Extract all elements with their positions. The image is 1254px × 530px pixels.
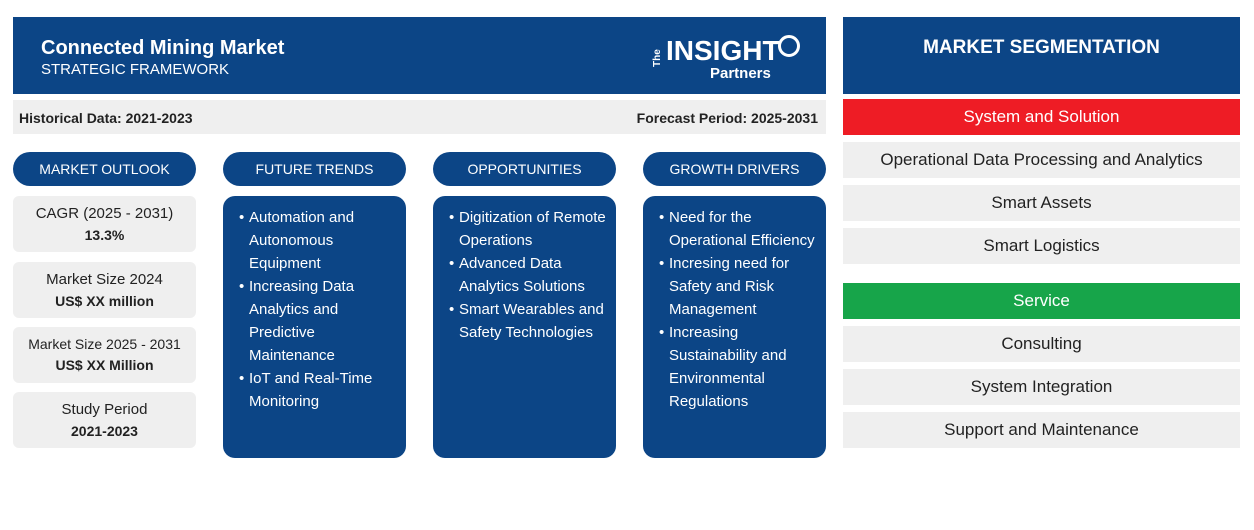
list-item: IoT and Real-Time Monitoring [239,367,396,413]
list-item: Smart Wearables and Safety Technologies [449,298,606,344]
opportunities-panel: Digitization of Remote Operations Advanc… [433,196,616,458]
stat-market-size-forecast: Market Size 2025 - 2031 US$ XX Million [13,327,196,383]
growth-drivers-panel: Need for the Operational Efficiency Incr… [643,196,826,458]
list-item: Advanced Data Analytics Solutions [449,252,606,298]
stat-value: 2021-2023 [71,423,138,439]
future-trends-header: FUTURE TRENDS [223,152,406,186]
logo-ring-icon [778,35,800,57]
historical-data: Historical Data: 2021-2023 [19,110,193,126]
list-item: Increasing Data Analytics and Predictive… [239,275,396,367]
list-item: Automation and Autonomous Equipment [239,206,396,275]
header-banner: Connected Mining Market STRATEGIC FRAMEW… [13,17,826,94]
segment-category-service: Service [843,283,1240,319]
segment-item: Support and Maintenance [843,412,1240,448]
page-title: Connected Mining Market [41,37,285,59]
stat-market-size-2024: Market Size 2024 US$ XX million [13,262,196,318]
segment-item: Smart Logistics [843,228,1240,264]
stat-label: CAGR (2025 - 2031) [35,205,174,222]
stat-value: 13.3% [84,227,125,243]
list-item: Increasing Sustainability and Environmen… [659,321,816,413]
page-subtitle: STRATEGIC FRAMEWORK [41,61,230,78]
logo-partners: Partners [710,65,771,82]
stat-value: US$ XX million [55,293,154,309]
stat-label: Market Size 2024 [46,271,163,288]
logo-insight: INSIGHT [666,35,780,66]
segment-category-system-solution: System and Solution [843,99,1240,135]
stat-label: Study Period [61,401,148,418]
future-trends-panel: Automation and Autonomous Equipment Incr… [223,196,406,458]
list-item: Digitization of Remote Operations [449,206,606,252]
forecast-period: Forecast Period: 2025-2031 [636,110,818,126]
insight-partners-logo: The INSIGHT Partners [652,33,802,83]
segment-item: System Integration [843,369,1240,405]
opportunities-header: OPPORTUNITIES [433,152,616,186]
growth-drivers-header: GROWTH DRIVERS [643,152,826,186]
segmentation-title: MARKET SEGMENTATION [843,17,1240,94]
stat-value: US$ XX Million [55,357,154,373]
period-bar: Historical Data: 2021-2023 Forecast Peri… [13,100,826,134]
segment-item: Smart Assets [843,185,1240,221]
market-outlook-header: MARKET OUTLOOK [13,152,196,186]
stat-label: Market Size 2025 - 2031 [28,336,181,352]
stat-study-period: Study Period 2021-2023 [13,392,196,448]
segment-item: Consulting [843,326,1240,362]
list-item: Incresing need for Safety and Risk Manag… [659,252,816,321]
logo-the: The [652,49,663,67]
list-item: Need for the Operational Efficiency [659,206,816,252]
segment-item: Operational Data Processing and Analytic… [843,142,1240,178]
stat-cagr: CAGR (2025 - 2031) 13.3% [13,196,196,252]
